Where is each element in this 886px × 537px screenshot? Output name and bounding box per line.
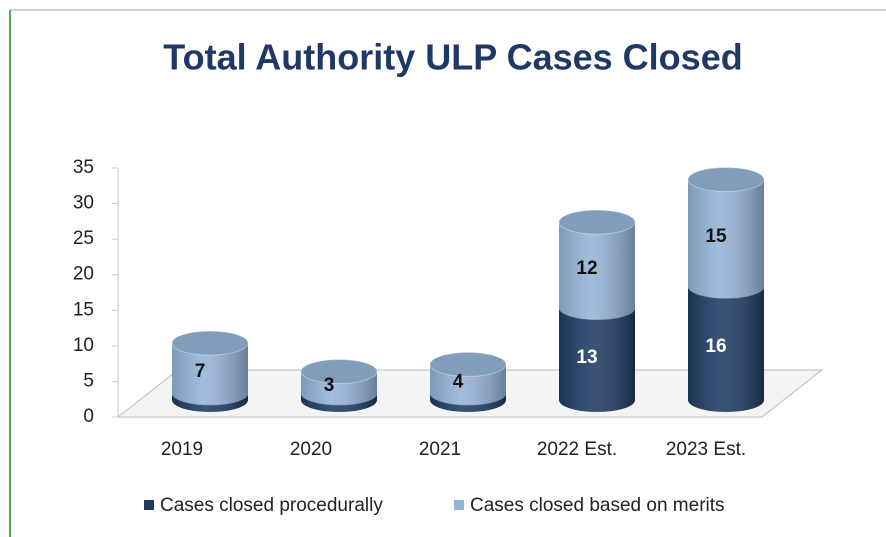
cylinder-part — [172, 343, 248, 405]
y-tick-label: 35 — [73, 157, 94, 178]
cylinder-part — [558, 209, 636, 235]
legend-label: Cases closed based on merits — [470, 495, 725, 516]
x-tick-label: 2023 Est. — [666, 439, 746, 460]
cylinder-segment — [171, 330, 249, 405]
cylinder-part — [559, 210, 635, 235]
cylinder-part — [687, 166, 765, 192]
cylinder-segment — [687, 166, 765, 299]
data-label: 12 — [576, 258, 597, 279]
legend-label: Cases closed procedurally — [160, 495, 383, 516]
cylinder-part — [559, 222, 635, 320]
y-tick-label: 20 — [73, 264, 94, 285]
y-tick-label: 25 — [73, 228, 94, 249]
cylinder-part — [172, 331, 248, 356]
data-label: 15 — [705, 226, 727, 247]
y-tick-label: 10 — [73, 335, 94, 356]
cylinder-part — [301, 359, 377, 384]
cylinder-segment — [558, 209, 636, 320]
cylinder-part — [688, 286, 764, 412]
data-label: 7 — [195, 361, 206, 382]
cylinder-part — [430, 352, 506, 377]
cylinder-segment — [300, 359, 378, 405]
cylinder-part — [429, 351, 507, 377]
x-tick-label: 2019 — [161, 439, 203, 460]
y-tick-label: 30 — [73, 193, 94, 214]
legend-swatch — [144, 500, 154, 510]
y-tick-label: 0 — [83, 406, 94, 427]
data-label: 3 — [324, 375, 335, 396]
data-label: 4 — [453, 372, 464, 393]
legend-swatch — [454, 500, 464, 510]
data-label: 16 — [705, 336, 726, 357]
x-tick-label: 2021 — [419, 439, 461, 460]
cylinder-part — [171, 330, 249, 356]
y-tick-label: 5 — [83, 370, 94, 391]
chart-title: Total Authority ULP Cases Closed — [163, 37, 742, 78]
cylinder-part — [559, 307, 635, 412]
x-tick-label: 2022 Est. — [537, 439, 617, 460]
data-label: 13 — [576, 347, 597, 368]
x-tick-label: 2020 — [290, 439, 332, 460]
cylinder-part — [688, 167, 764, 192]
cylinder-part — [300, 359, 378, 385]
cylinder-segment — [429, 351, 507, 405]
cylinder-part — [688, 179, 764, 299]
y-tick-label: 15 — [73, 299, 94, 320]
